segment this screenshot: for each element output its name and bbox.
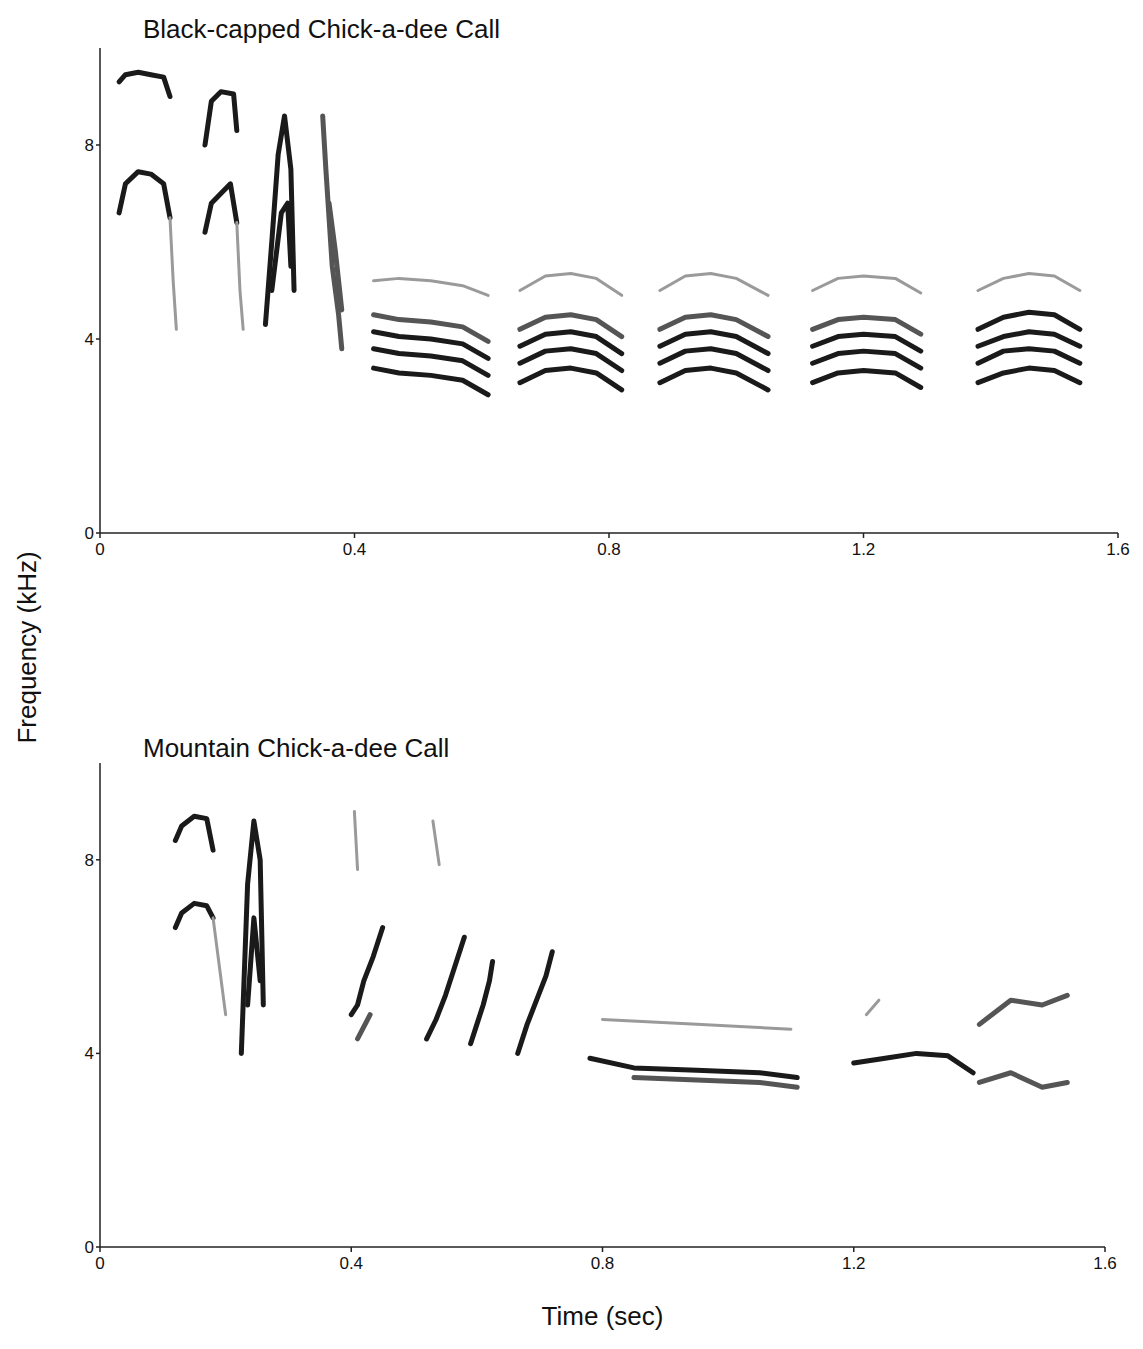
note-contour	[175, 816, 213, 850]
note-contour	[979, 995, 1067, 1024]
note-contour	[237, 223, 243, 330]
x-tick	[99, 1247, 101, 1252]
note-contour	[978, 349, 1080, 364]
note-contour	[374, 349, 489, 376]
note-contour	[813, 317, 921, 334]
spectrogram-traces	[175, 811, 1067, 1087]
y-axis-line	[99, 763, 101, 1247]
note-contour	[374, 278, 489, 295]
note-contour	[813, 334, 921, 351]
note-contour	[634, 1078, 797, 1088]
note-contour	[520, 274, 622, 296]
x-tick-label: 0	[95, 1254, 104, 1273]
note-contour	[660, 332, 768, 354]
y-tick-label: 8	[85, 136, 94, 155]
note-contour	[813, 371, 921, 388]
x-tick	[602, 1247, 604, 1252]
note-contour	[603, 1020, 791, 1030]
y-tick-label: 8	[85, 851, 94, 870]
note-contour	[660, 315, 768, 337]
note-contour	[241, 821, 263, 1053]
note-contour	[866, 1000, 879, 1015]
x-tick-label: 1.6	[1106, 540, 1130, 559]
x-tick	[99, 533, 101, 538]
note-contour	[354, 811, 357, 869]
x-tick	[1117, 533, 1119, 538]
note-contour	[329, 203, 342, 310]
x-tick-label: 0.4	[343, 540, 367, 559]
note-contour	[660, 368, 768, 390]
x-tick-label: 1.6	[1093, 1254, 1117, 1273]
x-tick-label: 0.4	[339, 1254, 363, 1273]
note-contour	[272, 203, 291, 290]
y-tick	[96, 1053, 100, 1055]
panel-title: Black-capped Chick-a-dee Call	[143, 14, 500, 44]
note-contour	[351, 928, 382, 1015]
note-contour	[248, 918, 261, 1005]
panel: Black-capped Chick-a-dee Call 0 4 8 0 0.4 0.8 1…	[85, 14, 1130, 559]
note-contour	[119, 72, 170, 96]
x-axis-title: Time (sec)	[542, 1301, 664, 1331]
y-tick	[96, 144, 100, 146]
note-contour	[265, 116, 294, 325]
x-tick	[608, 533, 610, 538]
panel: Mountain Chick-a-dee Call 0 4 8 0 0.4 0.8 1.2 1.…	[85, 733, 1117, 1273]
note-contour	[205, 184, 237, 233]
note-contour	[520, 349, 622, 371]
note-contour	[520, 368, 622, 390]
y-axis-line	[99, 48, 101, 533]
figure: Black-capped Chick-a-dee Call 0 4 8 0 0.4 0.8 1…	[0, 0, 1143, 1349]
note-contour	[374, 368, 489, 395]
note-contour	[520, 315, 622, 337]
x-tick-label: 0	[95, 540, 104, 559]
x-tick-label: 1.2	[842, 1254, 866, 1273]
note-contour	[979, 1073, 1067, 1088]
y-tick-label: 4	[85, 1044, 94, 1063]
note-contour	[471, 961, 493, 1043]
x-tick	[1104, 1247, 1106, 1252]
y-tick-label: 4	[85, 330, 94, 349]
note-contour	[813, 351, 921, 368]
note-contour	[854, 1053, 973, 1072]
y-tick-label: 0	[85, 1238, 94, 1257]
note-contour	[590, 1058, 797, 1077]
x-tick-label: 0.8	[591, 1254, 615, 1273]
note-contour	[213, 918, 226, 1015]
note-contour	[520, 332, 622, 354]
note-contour	[358, 1015, 371, 1039]
x-tick	[853, 1247, 855, 1252]
note-contour	[175, 903, 213, 927]
x-tick-label: 0.8	[597, 540, 621, 559]
spectrogram-traces	[119, 72, 1080, 395]
note-contour	[433, 821, 439, 865]
y-tick	[96, 859, 100, 861]
panel-title: Mountain Chick-a-dee Call	[143, 733, 449, 763]
note-contour	[205, 92, 237, 145]
y-tick	[96, 338, 100, 340]
note-contour	[427, 937, 465, 1039]
note-contour	[978, 274, 1080, 291]
x-tick-label: 1.2	[852, 540, 876, 559]
note-contour	[170, 218, 176, 330]
note-contour	[978, 332, 1080, 347]
x-tick	[354, 533, 356, 538]
y-axis-title: Frequency (kHz)	[12, 551, 42, 743]
note-contour	[660, 349, 768, 371]
note-contour	[374, 332, 489, 359]
note-contour	[660, 274, 768, 296]
note-contour	[518, 952, 553, 1054]
note-contour	[978, 368, 1080, 383]
x-tick	[351, 1247, 353, 1252]
note-contour	[978, 312, 1080, 329]
note-contour	[374, 315, 489, 342]
x-tick	[863, 533, 865, 538]
note-contour	[119, 172, 170, 218]
note-contour	[323, 116, 342, 349]
note-contour	[813, 276, 921, 293]
y-tick-label: 0	[85, 524, 94, 543]
